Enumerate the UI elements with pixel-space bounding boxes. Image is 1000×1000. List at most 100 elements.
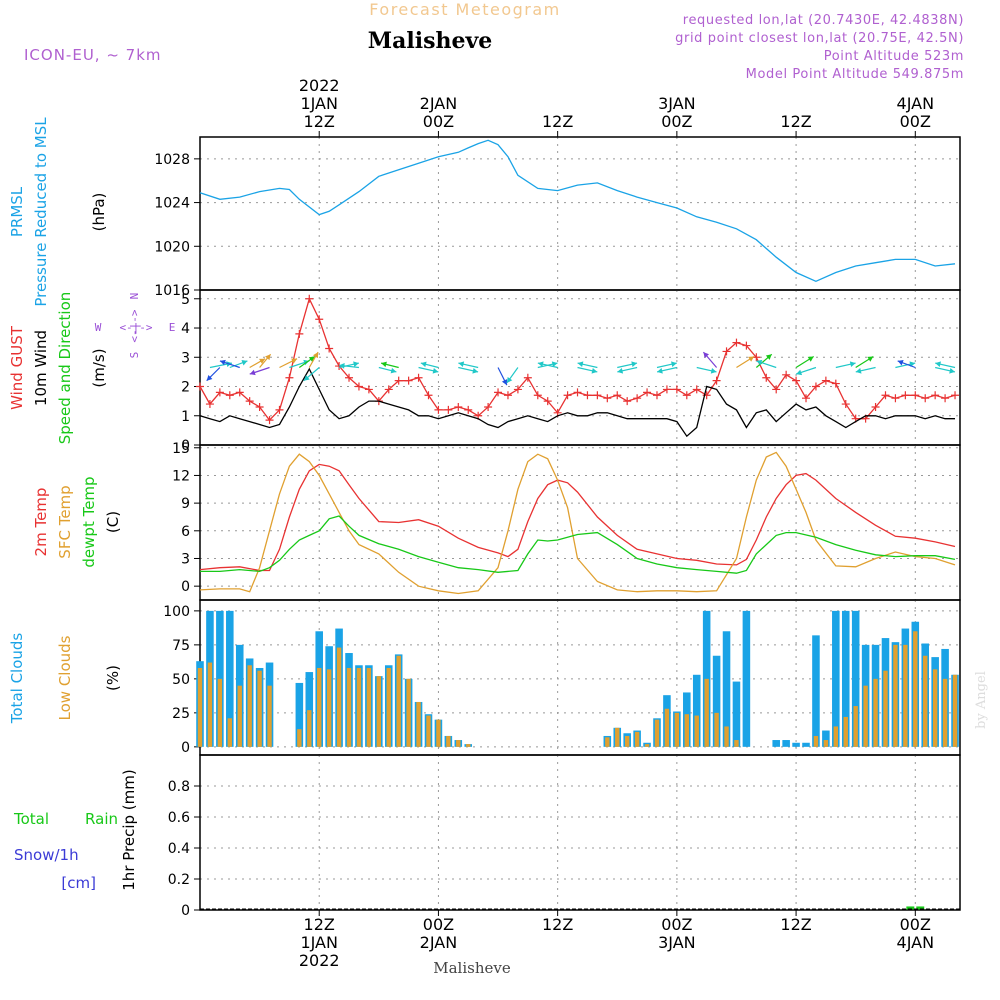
total-cloud-bar <box>305 672 314 747</box>
low-cloud-bar <box>714 712 719 747</box>
low-cloud-bar <box>267 685 272 747</box>
gust-marker <box>772 385 781 394</box>
wind-arrow <box>303 367 320 382</box>
wind-arrow <box>339 363 360 369</box>
temperature-panel: 0 3 6 9 12 15 <box>172 441 961 601</box>
low-cloud-bar <box>893 644 898 747</box>
gust-marker <box>881 391 890 400</box>
wind-arrow <box>756 359 777 369</box>
wind-arrow <box>506 367 519 384</box>
svg-text:N: N <box>128 293 141 300</box>
precip-ytick-label: 0.6 <box>168 810 190 826</box>
gust-marker <box>831 379 840 388</box>
wind-arrow <box>702 351 718 368</box>
top-axis-label: 00Z <box>661 112 692 131</box>
total-cloud-bar <box>841 610 850 747</box>
wind-arrow <box>279 358 298 369</box>
total-cloud-bar <box>812 635 820 747</box>
low-cloud-bar <box>664 708 670 747</box>
low-cloud-bar <box>227 718 232 747</box>
low-cloud-bar <box>217 678 223 747</box>
low-cloud-bar <box>346 667 352 747</box>
gust-marker <box>891 394 900 403</box>
gust-marker <box>931 391 940 400</box>
gust-marker <box>782 370 791 379</box>
wind-arrow <box>617 366 638 374</box>
gust-marker <box>732 338 741 347</box>
temperature-ytick-label: 15 <box>172 441 190 457</box>
low-cloud-bar <box>843 716 848 747</box>
gust-marker <box>613 391 622 400</box>
low-cloud-bar <box>913 631 918 747</box>
gust-marker <box>911 391 920 400</box>
wind-arrow <box>855 355 874 369</box>
low-cloud-bar <box>297 729 302 747</box>
gust-marker <box>285 373 294 382</box>
total-cloud-bar <box>226 610 234 747</box>
total-cloud-bar <box>732 681 741 747</box>
wind-arrow <box>249 358 266 369</box>
bottom-axis-label: 00Z <box>900 915 931 934</box>
wind-arrow <box>935 366 956 374</box>
low-cloud-bar <box>257 670 262 747</box>
gust-marker <box>951 391 960 400</box>
clouds-panel: 0 25 50 75 100 <box>163 599 961 756</box>
top-axis-label: 00Z <box>900 112 931 131</box>
low-cloud-bar <box>625 735 630 747</box>
precip-ytick-label: 0.2 <box>168 872 190 888</box>
gust-marker <box>623 397 632 406</box>
side-label: (hPa) <box>90 193 108 232</box>
pressure-ytick-label: 1020 <box>154 239 190 255</box>
gust-marker <box>722 347 731 356</box>
side-label: 10m Wind <box>32 330 50 406</box>
wind-arrow <box>308 351 319 368</box>
gust-marker <box>434 405 443 414</box>
gust-marker <box>245 397 254 406</box>
gust-marker <box>464 405 473 414</box>
side-label: Pressure Reduced to MSL <box>32 117 50 307</box>
pressure-ytick-label: 1028 <box>154 152 190 168</box>
top-axis-label: 12Z <box>542 112 573 131</box>
top-axis-label: 3JAN <box>658 94 696 113</box>
low-cloud-bar <box>247 665 252 747</box>
temperature-series-sfc-temp <box>199 451 956 595</box>
low-cloud-bar <box>932 669 938 747</box>
wind-arrow <box>835 361 856 369</box>
low-cloud-bar <box>356 667 362 747</box>
wind-arrow <box>935 361 956 369</box>
wind-arrow <box>229 360 248 369</box>
gust-marker <box>215 388 224 397</box>
low-cloud-bar <box>376 676 382 747</box>
gust-marker <box>841 400 850 409</box>
low-cloud-bar <box>406 678 411 747</box>
temperature-ytick-label: 0 <box>181 579 190 595</box>
total-cloud-bar <box>792 742 800 747</box>
low-cloud-bar <box>833 726 839 747</box>
pressure-series-prmsl <box>199 139 956 283</box>
wind-arrow <box>298 356 316 368</box>
gust-marker <box>941 394 950 403</box>
temperature-series-2m-temp <box>199 463 956 572</box>
low-cloud-bar <box>207 662 213 747</box>
wind-arrow <box>577 361 598 369</box>
low-cloud-bar <box>416 701 421 747</box>
clouds-ytick-label: 100 <box>163 604 190 620</box>
total-cloud-bar <box>851 610 860 747</box>
gust-marker <box>484 402 493 411</box>
gust-marker <box>205 400 214 409</box>
gust-marker <box>265 416 274 425</box>
gust-marker <box>454 402 463 411</box>
total-cloud-bar <box>722 631 731 747</box>
gust-marker <box>593 391 602 400</box>
temperature-series-dewpt-temp <box>200 515 956 574</box>
low-cloud-bar <box>197 667 203 747</box>
side-label: 1hr Precip (mm) <box>120 769 138 890</box>
wind-ytick-label: 2 <box>181 380 190 396</box>
wind-arrow <box>378 366 397 374</box>
wind-arrow <box>497 367 508 386</box>
wind-arrow <box>656 361 677 369</box>
rain-bar <box>906 906 915 910</box>
low-cloud-bar <box>734 740 739 747</box>
gust-marker <box>802 394 811 403</box>
